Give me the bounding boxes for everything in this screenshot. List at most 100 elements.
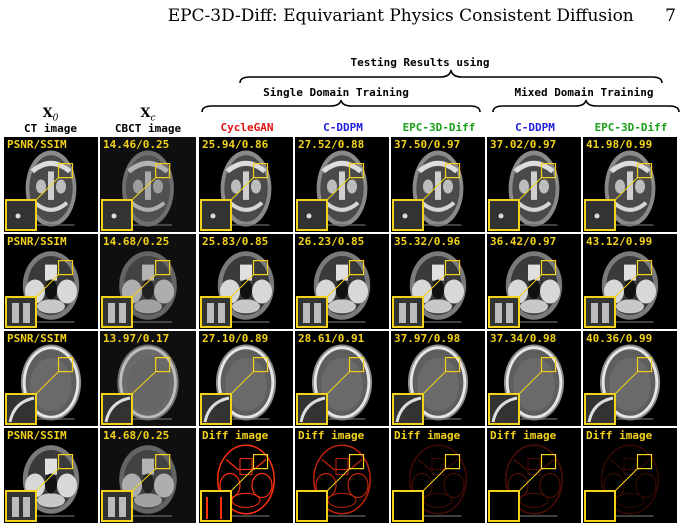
zoom-inset <box>101 490 133 522</box>
metric-label: 40.36/0.99 <box>586 332 653 345</box>
zoom-connector <box>35 371 59 395</box>
image-cell: 37.97/0.98 <box>391 331 485 426</box>
zoom-connector <box>35 468 59 492</box>
zoom-inset <box>392 296 424 328</box>
metric-label: 14.68/0.25 <box>103 429 170 442</box>
metric-label: 37.34/0.98 <box>490 332 557 345</box>
zoom-inset <box>200 296 232 328</box>
zoom-inset <box>584 490 616 522</box>
ct-slice-image <box>392 251 467 328</box>
image-cell: Diff image <box>199 428 293 523</box>
metric-label: Diff image <box>298 429 365 442</box>
zoom-connector <box>518 468 542 492</box>
ct-slice-image <box>296 444 371 522</box>
image-cell: 36.42/0.97 <box>487 234 581 329</box>
metric-label: 27.10/0.89 <box>202 332 269 345</box>
image-cell: PSNR/SSIM <box>4 428 98 523</box>
roi-box <box>636 260 653 276</box>
zoom-connector <box>614 468 638 492</box>
zoom-inset <box>296 199 328 231</box>
zoom-connector <box>131 468 157 492</box>
col-label-0: CT image <box>24 122 77 135</box>
ct-slice-image <box>296 344 373 425</box>
metric-label: 36.42/0.97 <box>490 235 557 248</box>
metric-label: 14.68/0.25 <box>103 235 170 248</box>
roi-box <box>155 357 171 373</box>
zoom-connector <box>614 371 638 395</box>
zoom-connector <box>614 274 638 298</box>
image-cell: 25.83/0.85 <box>199 234 293 329</box>
zoom-connector <box>614 177 638 201</box>
zoom-connector <box>326 274 350 298</box>
metric-label: Diff image <box>394 429 461 442</box>
roi-box <box>636 454 653 470</box>
metric-label: 35.32/0.96 <box>394 235 461 248</box>
zoom-inset <box>5 296 37 328</box>
brace-single <box>201 99 481 113</box>
ct-slice-image <box>584 251 659 328</box>
running-head: EPC-3D-Diff: Equivariant Physics Consist… <box>0 6 676 26</box>
col-label-4: EPC-3D-Diff <box>402 121 476 134</box>
roi-box <box>540 357 557 373</box>
ct-slice-image <box>392 444 467 522</box>
zoom-inset <box>296 296 328 328</box>
zoom-connector <box>230 468 254 492</box>
zoom-connector <box>326 371 350 395</box>
ct-slice-image <box>100 137 196 232</box>
ct-slice-image <box>584 150 656 231</box>
metric-label: 41.98/0.99 <box>586 138 653 151</box>
col-label-1: CBCT image <box>114 122 182 135</box>
ct-slice-image <box>5 445 80 522</box>
zoom-connector <box>131 371 157 395</box>
zoom-connector <box>422 177 446 201</box>
metric-label: PSNR/SSIM <box>7 138 67 151</box>
ct-slice-image <box>488 251 563 328</box>
brace-mixed <box>492 99 680 113</box>
image-cell: 27.52/0.88 <box>295 137 389 232</box>
zoom-inset <box>200 490 232 522</box>
roi-box <box>155 260 171 276</box>
paper-title: EPC-3D-Diff: Equivariant Physics Consist… <box>167 6 634 26</box>
zoom-connector <box>131 274 157 298</box>
ct-slice-image <box>100 234 196 329</box>
roi-box <box>252 454 269 470</box>
image-cell: 35.32/0.96 <box>391 234 485 329</box>
image-cell: 28.61/0.91 <box>295 331 389 426</box>
col-var-cbct: Xc <box>140 106 156 124</box>
roi-box <box>57 357 74 373</box>
metric-label: Diff image <box>490 429 557 442</box>
image-cell: Diff image <box>583 428 677 523</box>
roi-box <box>348 163 365 179</box>
ct-slice-image <box>488 344 565 425</box>
metric-label: 25.94/0.86 <box>202 138 269 151</box>
col-label-6: EPC-3D-Diff <box>594 121 668 134</box>
zoom-inset <box>488 199 520 231</box>
zoom-connector <box>230 371 254 395</box>
header-single-domain: Single Domain Training <box>263 86 409 99</box>
roi-box <box>252 260 269 276</box>
zoom-connector <box>230 274 254 298</box>
ct-slice-image <box>5 251 80 328</box>
zoom-connector <box>326 468 350 492</box>
zoom-connector <box>422 371 446 395</box>
page-number: 7 <box>665 6 676 26</box>
ct-slice-image <box>100 428 196 523</box>
col-label-2: CycleGAN <box>220 121 274 134</box>
zoom-connector <box>35 274 59 298</box>
zoom-connector <box>518 177 542 201</box>
zoom-inset <box>584 296 616 328</box>
metric-label: 27.52/0.88 <box>298 138 365 151</box>
image-cell: 37.02/0.97 <box>487 137 581 232</box>
image-cell: Diff image <box>391 428 485 523</box>
roi-box <box>540 260 557 276</box>
metric-label: 25.83/0.85 <box>202 235 269 248</box>
image-cell: 13.97/0.17 <box>100 331 196 426</box>
roi-box <box>57 454 74 470</box>
image-cell: Diff image <box>295 428 389 523</box>
metric-label: Diff image <box>202 429 269 442</box>
ct-slice-image <box>584 444 659 522</box>
header-testing-results: Testing Results using <box>350 56 490 69</box>
zoom-connector <box>422 468 446 492</box>
image-cell: 26.23/0.85 <box>295 234 389 329</box>
roi-box <box>155 163 171 179</box>
